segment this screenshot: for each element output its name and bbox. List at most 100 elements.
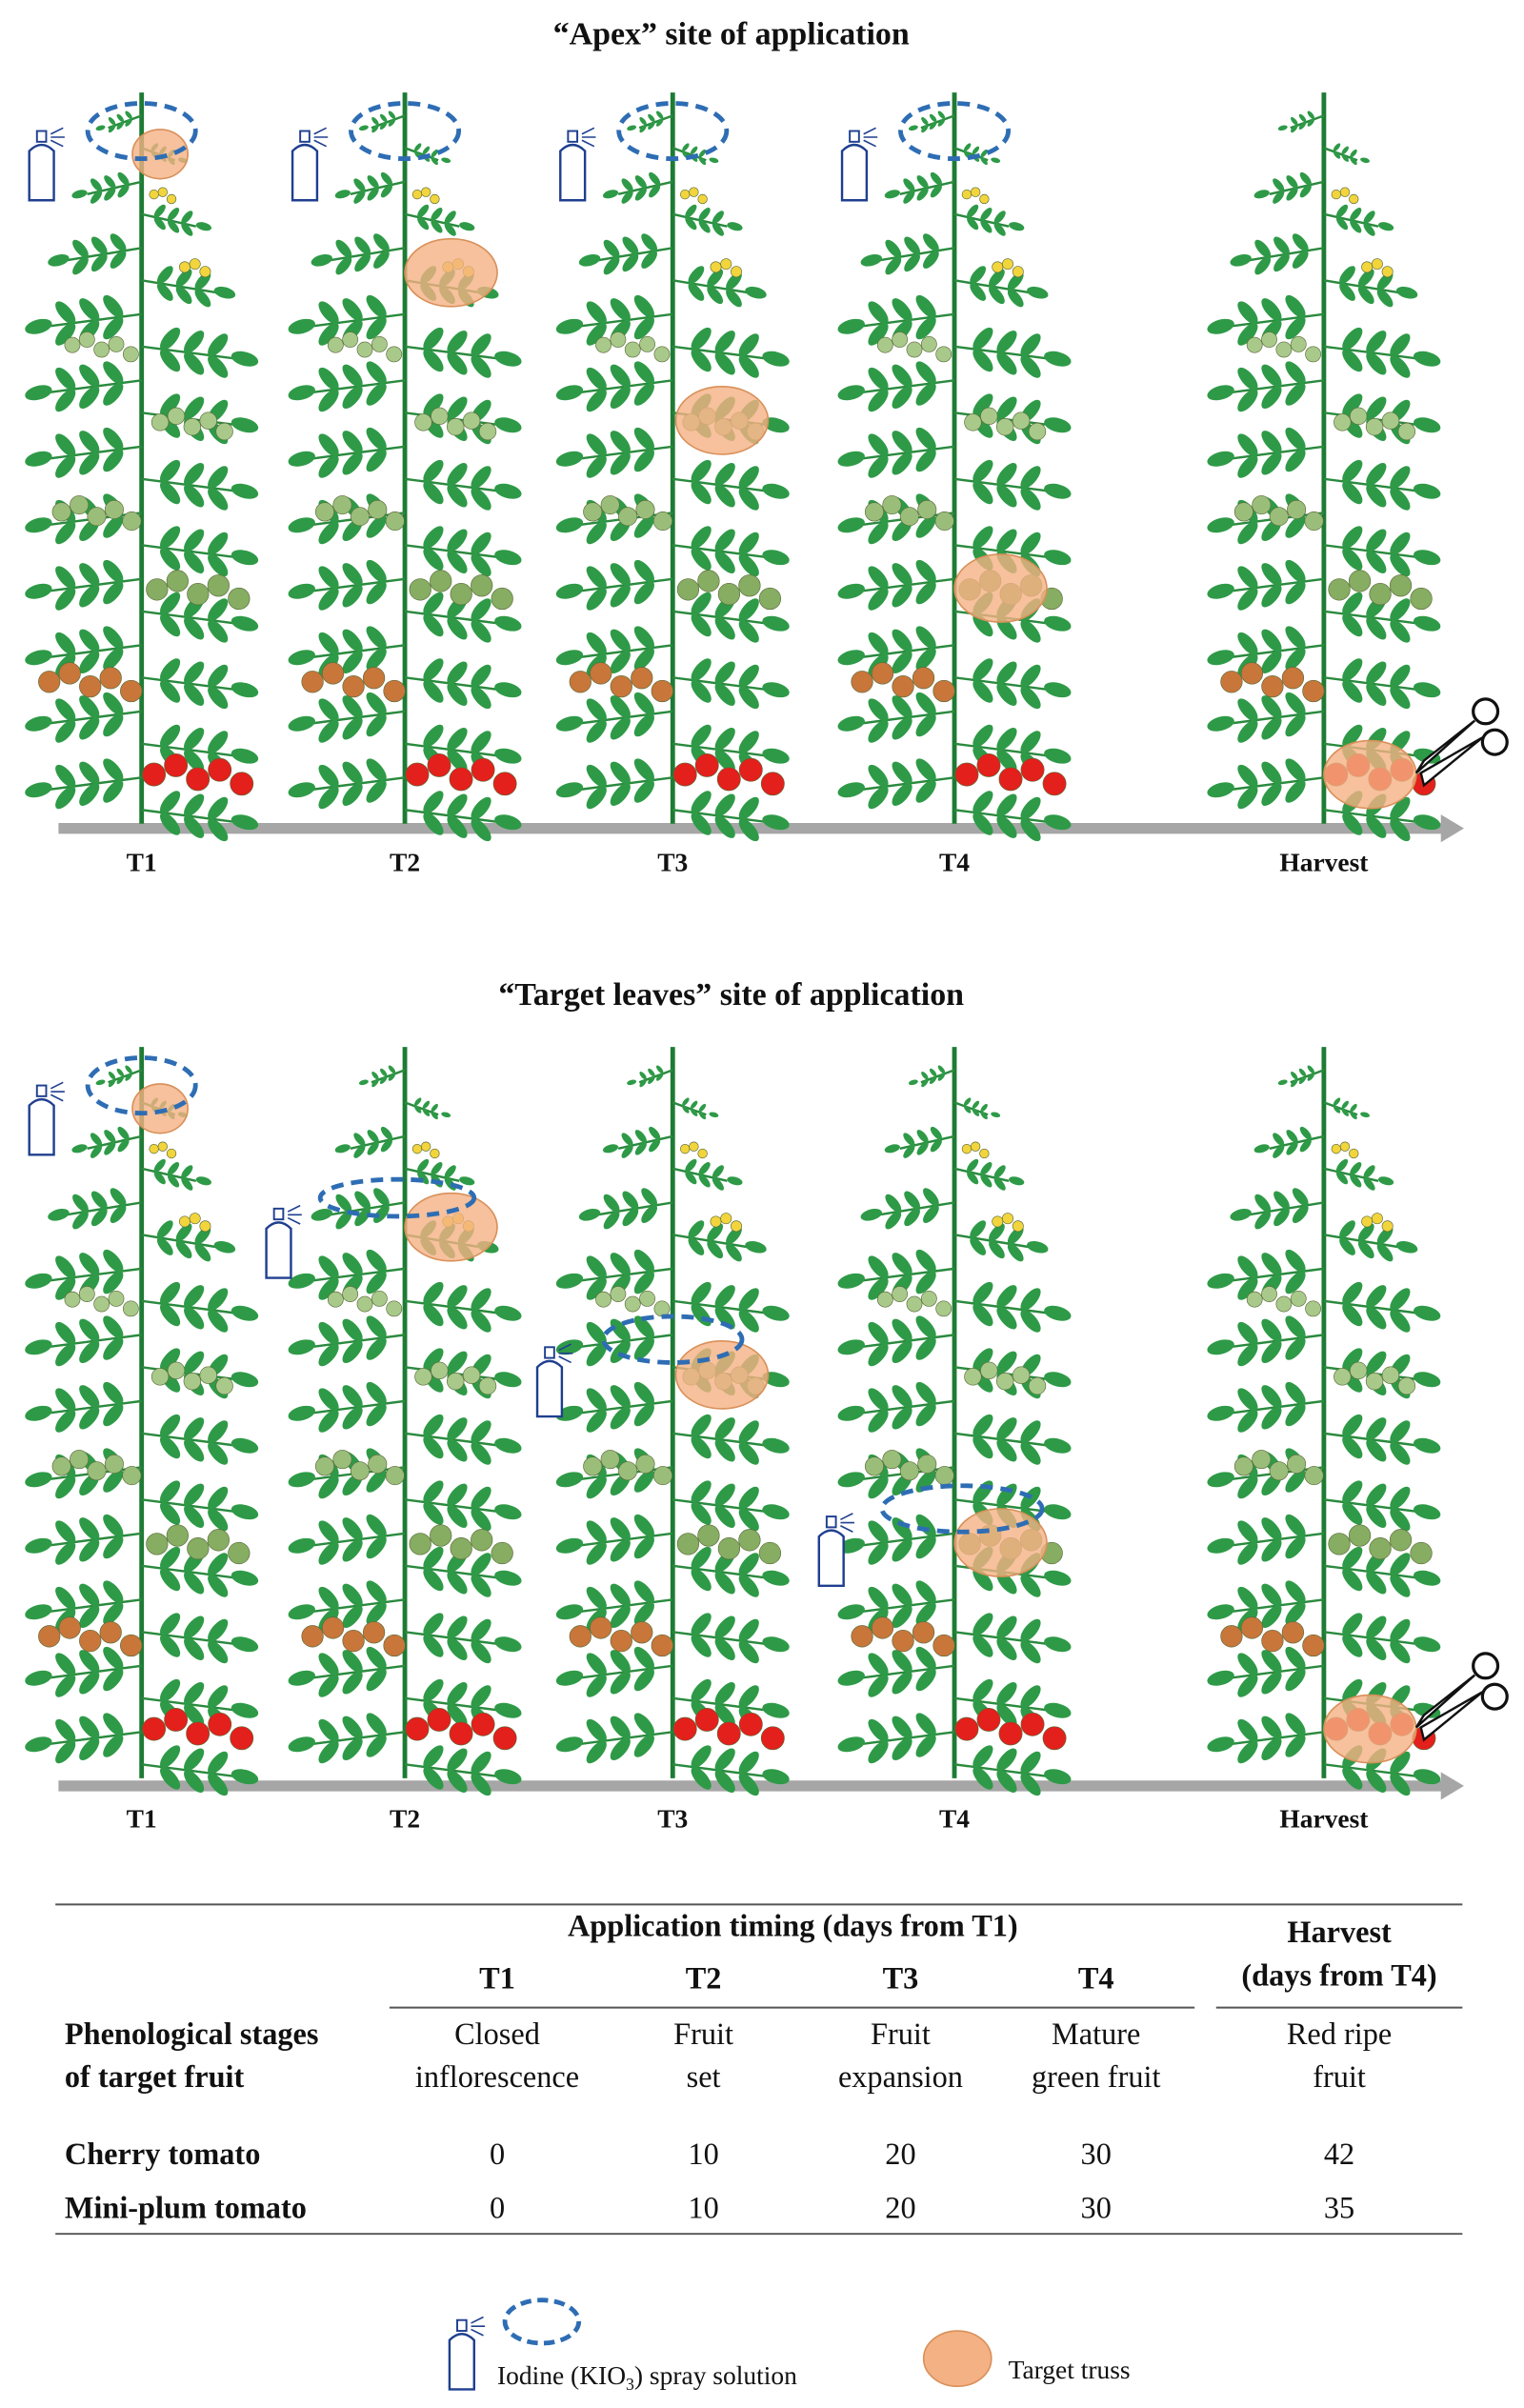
leaflet [915, 316, 936, 340]
fruit [595, 336, 612, 353]
leaflet [160, 592, 181, 615]
leaflet [25, 451, 52, 467]
leaflet [610, 584, 631, 608]
leaflet [353, 1145, 366, 1158]
leaflet [184, 351, 205, 375]
leaflet [634, 188, 647, 201]
leaflet [208, 1751, 229, 1775]
fruit [1305, 346, 1321, 363]
leaflet [117, 184, 130, 198]
leaflet [1291, 116, 1298, 126]
leaflet [685, 1158, 697, 1173]
leaflet [55, 764, 76, 788]
leaflet [318, 521, 339, 545]
leaflet [342, 1517, 363, 1540]
leaflet [923, 251, 939, 269]
fruit [1261, 1286, 1277, 1302]
fruit [383, 679, 406, 703]
leaflet [25, 1273, 52, 1289]
leaflet [441, 157, 451, 164]
leaflet [103, 1668, 124, 1692]
leaflet [103, 1713, 124, 1736]
leaflet [447, 1682, 468, 1705]
leaflet [447, 749, 468, 773]
leaflet [1020, 1751, 1041, 1775]
leaflet [156, 1237, 173, 1255]
leaflet [1237, 698, 1258, 722]
leaflet [641, 251, 657, 269]
leaflet [1414, 682, 1441, 698]
leaflet [973, 1303, 993, 1327]
leaflet [1390, 598, 1411, 622]
leaflet [691, 1678, 712, 1702]
leaflet [610, 1583, 631, 1607]
leaflet [691, 724, 712, 748]
leaflet [915, 1602, 936, 1625]
fruit [652, 512, 672, 532]
leaflet [447, 396, 468, 420]
leaflet [160, 547, 181, 571]
leaflet [1044, 748, 1072, 764]
leaflet [714, 749, 735, 773]
leaflet [1366, 484, 1387, 508]
leaflet [471, 1685, 491, 1709]
fruit [738, 1529, 761, 1552]
fruit [590, 1616, 612, 1639]
leaflet [388, 1065, 396, 1074]
leaflet [868, 1475, 889, 1499]
leaflet [915, 1535, 936, 1559]
leaflet [980, 149, 988, 158]
leaflet [71, 190, 88, 199]
fruit [680, 1143, 691, 1154]
leaflet [973, 327, 993, 351]
leaflet [712, 223, 724, 236]
target-truss [1323, 739, 1417, 810]
fruit [427, 752, 451, 777]
spray-cloud [898, 101, 1012, 162]
fruit [610, 1286, 627, 1302]
fruit [1334, 1368, 1352, 1386]
timing-header: Application timing (days from T1) [568, 1909, 1018, 1943]
leaflet [586, 1255, 607, 1279]
leaflet [868, 1586, 889, 1610]
leaflet [915, 449, 936, 472]
leaflet [688, 1237, 705, 1255]
leaflet [431, 149, 438, 158]
fruit [332, 1450, 352, 1470]
leaflet [318, 764, 339, 788]
leaflet [1044, 1636, 1072, 1653]
leaflet [318, 1343, 339, 1367]
leaflet [1299, 1138, 1312, 1153]
leaflet [714, 683, 735, 706]
stage-cell: green fruit [1032, 2059, 1160, 2094]
fruit [142, 762, 167, 787]
leaflet [691, 1634, 712, 1657]
leaflet [1366, 1505, 1387, 1528]
fruit [350, 507, 370, 527]
leaflet [1366, 815, 1387, 838]
leaflet [633, 1602, 654, 1625]
leaflet [366, 1713, 387, 1736]
leaflet [738, 1486, 759, 1510]
leaflet [915, 692, 936, 715]
fruit [142, 1716, 167, 1741]
fruit [228, 587, 251, 611]
leaflet [103, 294, 124, 318]
fruit [920, 335, 937, 352]
fruit [1349, 193, 1359, 205]
leaflet [366, 692, 387, 715]
fruit [208, 1712, 232, 1736]
stage-cell: Mature [1052, 2017, 1140, 2051]
fruit [618, 507, 638, 527]
leaflet [1390, 1309, 1411, 1333]
leaflet [447, 529, 468, 552]
leaflet [1020, 796, 1041, 820]
fruit [471, 1529, 493, 1552]
leaflet [622, 236, 639, 255]
leaflet [714, 484, 735, 508]
leaflet [208, 1508, 229, 1532]
leaflet [738, 1640, 759, 1664]
leaflet [413, 143, 422, 151]
leaflet [160, 1546, 181, 1570]
leaflet [903, 1133, 915, 1146]
